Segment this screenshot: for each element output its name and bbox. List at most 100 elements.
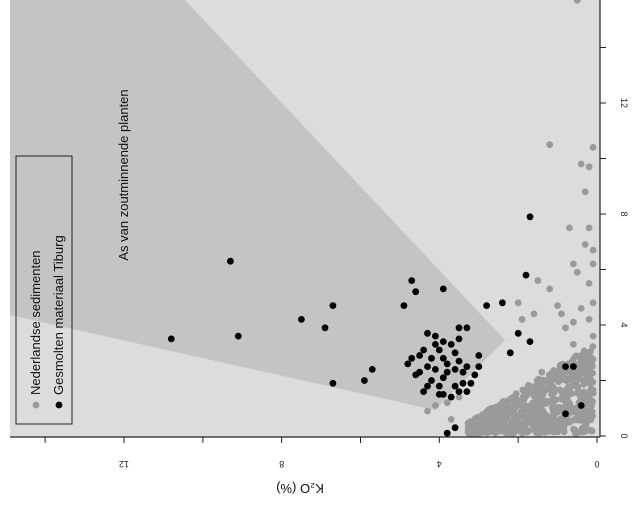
data-point	[583, 378, 591, 385]
data-point	[514, 299, 522, 307]
data-point	[428, 377, 435, 384]
data-point	[408, 277, 416, 284]
data-point	[424, 407, 431, 415]
data-point	[167, 335, 175, 343]
data-point	[570, 416, 578, 424]
data-point	[329, 302, 337, 309]
data-point	[447, 416, 455, 423]
data-point	[570, 260, 577, 268]
data-point	[532, 382, 540, 389]
data-point	[561, 422, 568, 429]
data-point	[480, 423, 487, 431]
data-point	[558, 393, 566, 401]
data-point	[558, 310, 565, 318]
data-point	[420, 346, 427, 354]
data-point	[527, 416, 534, 424]
data-point	[521, 414, 529, 422]
x-axis-title: K₂O (%)	[276, 481, 324, 496]
data-point	[589, 246, 597, 254]
data-point	[443, 360, 451, 368]
data-point	[522, 271, 530, 279]
data-point	[550, 404, 558, 412]
data-point	[526, 338, 534, 345]
data-point	[554, 377, 561, 384]
x-tick-label: 12	[119, 459, 129, 469]
data-point	[488, 404, 496, 412]
data-point	[432, 402, 439, 409]
data-point	[451, 424, 459, 432]
data-point	[424, 382, 431, 390]
data-point	[424, 329, 431, 337]
data-point	[455, 357, 463, 365]
data-point	[589, 144, 597, 151]
data-point	[400, 302, 408, 309]
data-point	[502, 414, 510, 422]
region-label: As van zoutminnende planten	[116, 89, 131, 260]
data-point	[585, 224, 593, 232]
data-point	[502, 427, 510, 434]
data-point	[424, 363, 431, 370]
data-point	[404, 360, 412, 368]
data-point	[581, 241, 589, 248]
data-point	[548, 391, 556, 398]
data-point	[439, 354, 447, 362]
data-point	[439, 285, 447, 293]
data-point	[570, 341, 577, 348]
data-point	[533, 429, 540, 437]
data-point	[455, 393, 463, 401]
series-gesmolten-materiaal-tiburg	[167, 213, 585, 437]
data-point	[467, 379, 475, 387]
data-point	[420, 388, 427, 395]
data-point	[234, 332, 242, 340]
data-point	[577, 352, 585, 359]
data-point	[538, 368, 546, 376]
data-point	[526, 213, 534, 221]
data-point	[439, 338, 447, 345]
data-point	[517, 408, 525, 415]
data-point	[569, 408, 576, 416]
data-point	[589, 332, 597, 340]
data-point	[518, 316, 526, 323]
data-point	[549, 396, 557, 404]
data-point	[463, 324, 471, 332]
data-point	[321, 324, 329, 332]
data-point	[562, 399, 570, 407]
y-tick-label: 8	[619, 211, 629, 216]
data-point	[583, 424, 591, 432]
data-point	[523, 391, 531, 399]
data-point	[585, 163, 593, 171]
data-point	[514, 401, 521, 409]
data-point	[532, 414, 540, 422]
data-point	[504, 400, 512, 408]
data-point	[529, 399, 537, 407]
legend-swatch-nederlandse-sedimenten	[32, 401, 40, 409]
data-point	[546, 285, 554, 293]
data-point	[556, 386, 564, 394]
data-point	[439, 374, 447, 382]
y-tick-label: 0	[619, 433, 629, 438]
data-point	[572, 352, 580, 360]
data-point	[570, 425, 577, 433]
region-label-group: As van zoutminnende planten	[116, 89, 131, 260]
data-point	[547, 377, 555, 385]
data-point	[451, 382, 459, 390]
data-point	[573, 0, 581, 4]
data-point	[506, 349, 514, 357]
data-point	[464, 419, 472, 427]
data-point	[509, 410, 517, 418]
data-point	[447, 393, 455, 401]
data-point	[573, 268, 581, 276]
data-point	[559, 373, 567, 381]
data-point	[368, 366, 376, 373]
data-point	[432, 341, 439, 348]
data-point	[482, 412, 490, 419]
data-point	[475, 352, 483, 359]
data-point	[546, 141, 554, 149]
data-point	[530, 310, 538, 318]
data-point	[523, 385, 531, 393]
data-point	[455, 335, 463, 343]
data-point	[329, 379, 337, 387]
data-point	[588, 400, 595, 407]
data-point	[475, 363, 483, 370]
data-point	[494, 421, 502, 428]
